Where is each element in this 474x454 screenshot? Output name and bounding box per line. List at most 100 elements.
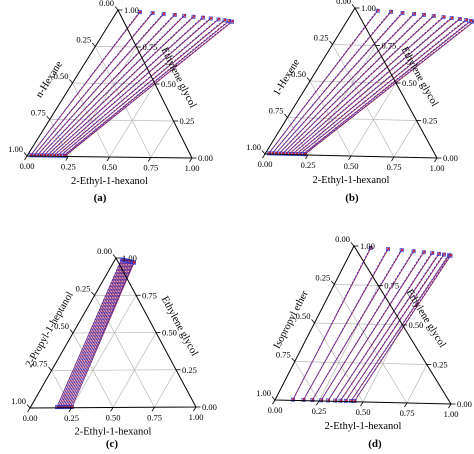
tie-line-calculated [60,259,125,407]
data-point-experimental [216,17,221,22]
data-point-calculated [376,9,380,12]
tick-label: 1.00 [360,241,375,251]
grid-line [350,82,397,157]
data-point-experimental [441,15,446,20]
data-point-experimental [137,10,142,15]
tick-label: 0.50 [344,161,359,171]
data-point-experimental [291,397,295,402]
grid-line [314,322,403,326]
data-point-calculated [162,12,166,15]
tick-label: 0.50 [296,311,311,321]
data-point-calculated [173,13,177,16]
tie-line-experimental [278,13,415,154]
grid-line [71,295,137,408]
data-point-experimental [182,13,187,18]
tie-line-calculated [34,12,153,155]
tick-label: 0.50 [409,320,424,330]
tick-mark [348,155,352,161]
tick-mark [69,329,74,334]
data-point-experimental [326,398,331,403]
tick-label: 0.75 [384,281,399,291]
data-point-calculated [401,11,405,14]
tie-line-calculated [63,20,230,156]
data-point-experimental [222,18,227,23]
data-point-experimental [448,253,453,258]
tick-mark [262,153,266,159]
grid-line [332,44,395,158]
data-point-calculated [139,10,142,14]
tie-line-calculated [68,261,132,407]
tick-label: 1.00 [185,163,200,173]
tick-label: 0.00 [258,159,273,169]
tie-line-calculated [296,18,460,154]
tick-label: 0.75 [142,290,157,300]
tick-label: 0.25 [64,413,79,423]
tick-label: 0.25 [315,273,330,283]
grid-line [94,46,152,158]
tick-label: 1.00 [189,412,204,422]
data-point-experimental [132,260,136,265]
tick-mark [404,402,408,408]
tie-line-calculated [282,14,424,154]
data-point-experimental [457,17,462,21]
tick-label: 1.00 [430,163,445,173]
tick-label: 0.75 [382,41,397,51]
tick-mark [23,152,28,157]
data-point-calculated [133,261,136,264]
tick-label: 0.00 [443,153,458,163]
tick-mark [330,280,335,285]
tie-line-calculated [65,20,232,156]
tie-line-calculated [47,16,194,156]
ternary-panel-a: 0.00 0.00 0.00 0.25 0.25 0.25 0.50 0.50 0.50 0.75… [8,0,235,204]
data-point-calculated [450,16,454,19]
tie-line-experimental [296,18,461,155]
data-point-experimental [172,13,177,17]
tie-line-calculated [57,18,219,156]
tick-label: 0.00 [23,413,38,423]
tick-label: 0.50 [356,407,371,417]
tick-mark [306,77,311,82]
tick-label: 0.00 [198,153,213,163]
tick-label: 0.25 [76,35,91,45]
tick-label: 0.50 [54,321,69,331]
tick-label: 0.25 [423,116,438,126]
data-point-calculated [442,15,446,19]
data-point-experimental [301,397,306,402]
tick-mark [272,399,276,405]
data-point-experimental [338,398,343,403]
tie-line-calculated [328,251,424,400]
data-point-experimental [150,11,155,16]
data-point-calculated [231,20,234,23]
tick-label: 0.00 [202,402,217,412]
tick-mark [114,6,119,11]
tie-line-experimental [303,248,389,401]
grid-line [51,369,177,371]
tie-line-calculated [62,259,127,407]
axis-title-bottom: 2-Ethyl-1-hexanol [75,427,152,438]
tick-label: 0.25 [301,160,316,170]
tick-label: 0.75 [400,408,415,418]
axis-title-right: Ethylene glycol [158,46,198,110]
tick-label: 0.75 [31,108,46,118]
tie-line-calculated [58,259,124,407]
tick-label: 0.75 [276,350,291,360]
data-point-calculated [438,252,441,255]
tie-line-calculated [71,262,134,407]
data-point-calculated [459,17,462,20]
tie-line-experimental [311,249,403,401]
tick-label: 1.00 [11,396,26,406]
data-point-experimental [161,12,166,17]
tie-line-calculated [351,254,449,401]
tick-mark [69,79,73,84]
panel-label: (a) [94,192,107,204]
data-point-calculated [470,19,473,22]
grid-line [287,117,417,121]
tick-mark [193,406,197,412]
tick-mark [91,291,95,296]
grid-line [95,46,137,48]
data-point-experimental [201,15,205,20]
tie-line-calculated [286,15,434,154]
axis-title-bottom: 2-Ethyl-1-hexanol [325,421,402,432]
tick-mark [106,156,110,162]
tick-label: 0.25 [314,33,329,43]
